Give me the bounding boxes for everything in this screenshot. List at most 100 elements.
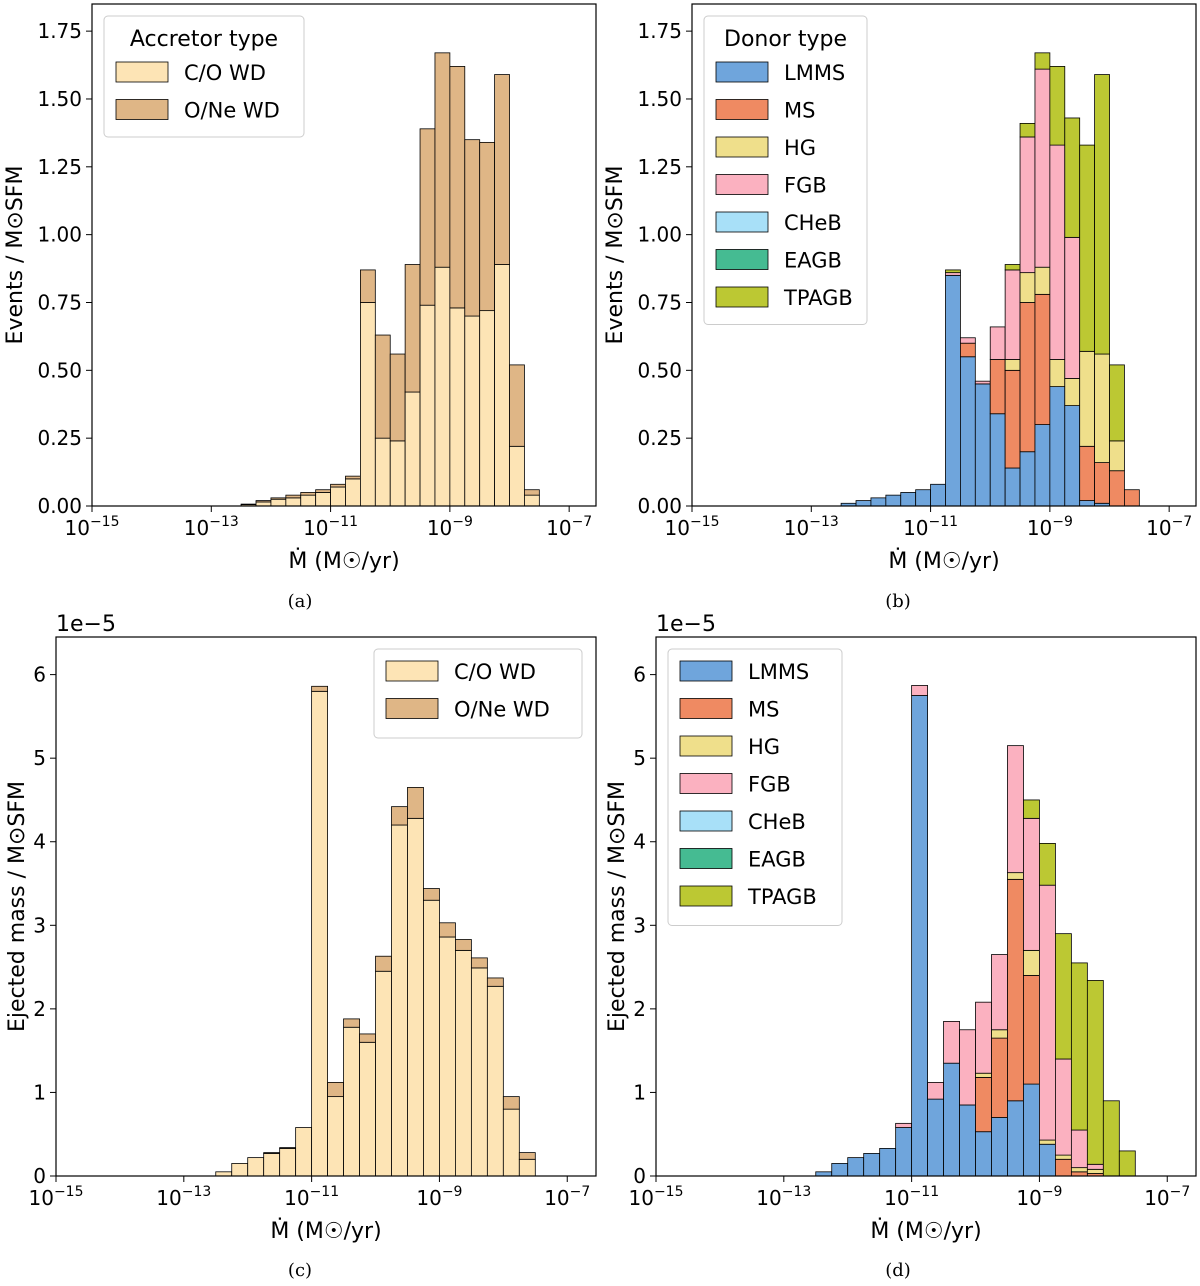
- legend-label: EAGB: [748, 848, 806, 872]
- bar-hg-18: [1109, 440, 1125, 472]
- bar-co_wd-10: [375, 970, 392, 1176]
- bar-co_wd-2: [270, 498, 287, 506]
- bar-hg-11: [1004, 359, 1021, 371]
- bar-co_wd-3: [263, 1153, 281, 1176]
- x-tick-label: 10−13: [156, 1184, 211, 1210]
- legend: Donor type LMMS MS HG FGB CHeB EAGB TPAGB: [703, 15, 868, 325]
- y-tick-label: 1.00: [637, 223, 682, 247]
- bar-one_wd-18: [502, 1096, 520, 1110]
- x-tick-label: 10−9: [1027, 514, 1073, 540]
- bar-fgb-12: [1007, 745, 1024, 874]
- legend-label: EAGB: [784, 249, 842, 273]
- bar-ms-11: [991, 1037, 1008, 1118]
- bar-co_wd-7: [327, 1096, 344, 1176]
- bar-fgb-9: [959, 1029, 976, 1106]
- bar-ms-16: [1070, 1171, 1088, 1176]
- bar-lmms-12: [1019, 451, 1036, 506]
- axes-frame: [91, 3, 597, 507]
- bar-one_wd-13: [434, 52, 451, 268]
- bar-tpagb-19: [1118, 1150, 1136, 1176]
- bar-tpagb-11: [1004, 264, 1021, 271]
- x-tick-label: 10−7: [546, 514, 592, 540]
- x-tick-label: 10−9: [1016, 1184, 1062, 1210]
- y-offset-text: 1e−5: [656, 612, 716, 637]
- legend-swatch-hg: [679, 735, 733, 757]
- bar-fgb-14: [1049, 144, 1066, 360]
- x-tick-label: 10−7: [1144, 1184, 1190, 1210]
- x-tick-label: 10−11: [284, 1184, 339, 1210]
- x-tick-label: 10−13: [756, 1184, 811, 1210]
- bar-lmms-7: [945, 274, 961, 506]
- bar-lmms-1: [831, 1163, 849, 1176]
- bar-lmms-15: [1064, 405, 1081, 506]
- bar-co_wd-5: [295, 1127, 313, 1176]
- legend-swatch-lmms: [715, 61, 769, 83]
- bar-tpagb-12: [1019, 122, 1036, 138]
- bar-ms-15: [1055, 1158, 1072, 1176]
- x-tick-label: 10−15: [65, 514, 120, 540]
- legend-label: TPAGB: [747, 885, 817, 909]
- x-tick-label: 10−11: [884, 1184, 939, 1210]
- bar-tpagb-15: [1064, 117, 1081, 238]
- bar-lmms-10: [975, 1131, 992, 1176]
- x-axis-label: Ṁ (M☉/yr): [288, 548, 399, 574]
- bar-fgb-13: [1034, 68, 1051, 268]
- bar-one_wd-0: [240, 503, 257, 506]
- y-tick-label: 1.00: [37, 223, 82, 247]
- y-tick-label: 6: [633, 663, 646, 687]
- bar-one_wd-4: [279, 1147, 297, 1149]
- y-axis-label: Ejected mass / M⊙SFM: [5, 781, 30, 1032]
- bar-lmms-11: [1004, 467, 1021, 506]
- legend-label: LMMS: [748, 660, 809, 684]
- bar-fgb-8: [960, 337, 976, 344]
- bar-one_wd-7: [345, 475, 361, 480]
- legend-swatch-tpagb: [715, 286, 769, 308]
- legend-swatch-fgb: [715, 174, 769, 195]
- y-tick-label: 1: [633, 1080, 646, 1104]
- bar-lmms-4: [879, 1148, 897, 1176]
- bar-co_wd-1: [255, 501, 272, 506]
- bar-tpagb-14: [1039, 843, 1056, 886]
- bar-one_wd-17: [486, 977, 504, 987]
- bar-co_wd-12: [407, 817, 424, 1176]
- axes-frame: [655, 636, 1197, 1177]
- bar-one_wd-4: [300, 492, 317, 496]
- bar-one_wd-17: [494, 74, 510, 265]
- panel-d: 10−15 10−13 10−11 10−9 10−7 0 1 2 3 4 5 6 1e−5 Ṁ (M☉/…: [605, 612, 1197, 1281]
- y-tick-label: 0.50: [637, 358, 682, 382]
- bar-tpagb-14: [1049, 66, 1066, 146]
- bar-co_wd-13: [423, 899, 440, 1176]
- legend-label: CHeB: [784, 211, 842, 235]
- legend-swatch-cheb: [715, 211, 769, 233]
- y-tick-label: 1.50: [37, 87, 82, 111]
- legend-label: MS: [748, 698, 779, 722]
- legend-label: C/O WD: [184, 61, 266, 85]
- bar-tpagb-16: [1070, 962, 1088, 1131]
- x-tick-label: 10−13: [784, 514, 839, 540]
- bar-one_wd-15: [464, 139, 481, 317]
- x-tick-label: 10−15: [629, 1184, 684, 1210]
- legend-label: HG: [748, 735, 780, 759]
- bar-one_wd-8: [343, 1018, 360, 1028]
- bar-ms-16: [1079, 445, 1096, 501]
- bar-fgb-5: [895, 1122, 913, 1128]
- bars: [240, 52, 540, 506]
- bar-ms-13: [1034, 293, 1051, 425]
- bar-lmms-14: [1049, 386, 1066, 506]
- bar-one_wd-13: [423, 888, 440, 901]
- y-tick-label: 0.25: [37, 426, 82, 450]
- y-tick-label: 0.00: [37, 494, 82, 518]
- bar-tpagb-7: [945, 269, 961, 274]
- x-tick-label: 10−7: [544, 1184, 590, 1210]
- legend-swatch-hg: [715, 136, 769, 158]
- y-tick-label: 1.25: [637, 155, 682, 179]
- x-tick-label: 10−11: [303, 514, 358, 540]
- bar-hg-17: [1094, 353, 1110, 463]
- bar-fgb-7: [945, 272, 961, 276]
- bar-fgb-10: [989, 326, 1006, 360]
- bar-hg-16: [1079, 350, 1096, 447]
- y-axis-label: Events / M⊙SFM: [3, 166, 28, 345]
- y-tick-label: 0: [33, 1164, 46, 1188]
- x-tick-label: 10−11: [903, 514, 958, 540]
